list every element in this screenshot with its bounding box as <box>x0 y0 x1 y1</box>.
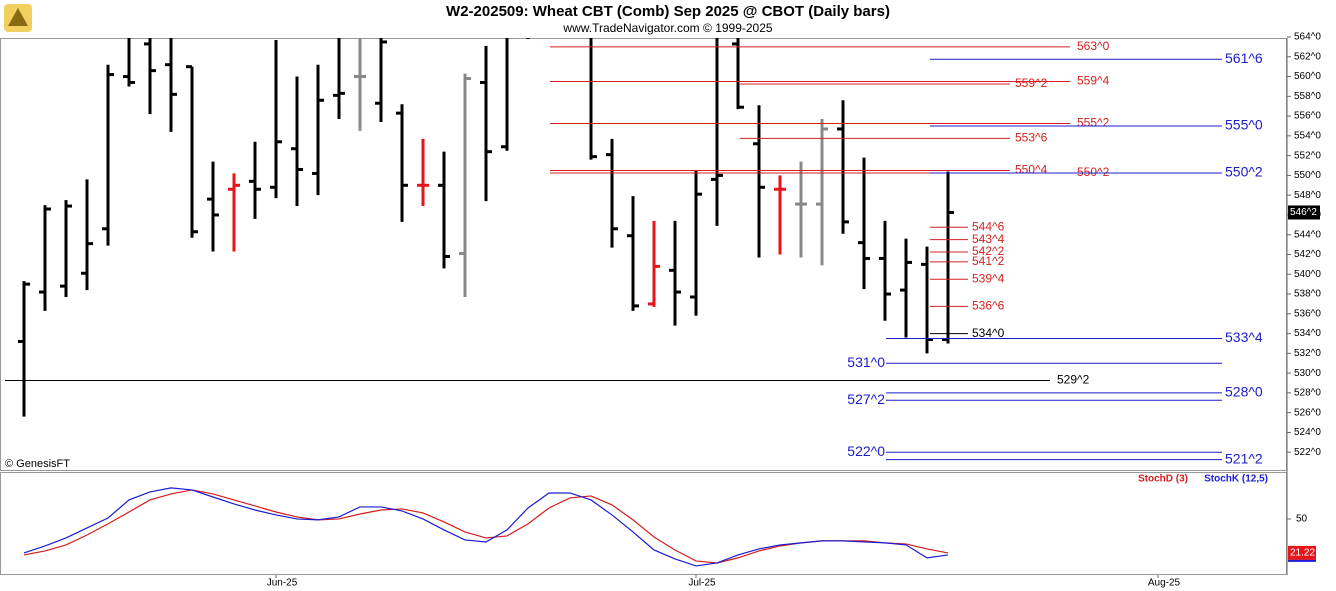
level-label: 550^2 <box>1225 164 1263 180</box>
level-label: 543^4 <box>972 232 1005 246</box>
level-label: 533^4 <box>1225 329 1263 345</box>
subtitle: www.TradeNavigator.com © 1999-2025 <box>562 21 772 35</box>
y-tick-label: 526^0 <box>1294 407 1321 418</box>
logo <box>4 4 32 32</box>
stoch-line <box>23 487 949 567</box>
y-tick-label: 548^0 <box>1294 190 1321 201</box>
y-tick-label: 538^0 <box>1294 289 1321 300</box>
y-tick-label: 560^0 <box>1294 71 1321 82</box>
price-plot <box>18 38 954 417</box>
level-label: 536^6 <box>972 299 1005 313</box>
level-label: 550^2 <box>1077 165 1110 179</box>
y-tick-label: 532^0 <box>1294 348 1321 359</box>
level-label: 528^0 <box>1225 384 1263 400</box>
x-tick-label: Aug-25 <box>1148 578 1181 589</box>
y-tick-label: 50 <box>1296 514 1308 525</box>
level-label: 541^2 <box>972 254 1005 268</box>
x-tick-label: Jul-25 <box>688 578 716 589</box>
y-tick-label: 522^0 <box>1294 447 1321 458</box>
y-tick-label: 530^0 <box>1294 368 1321 379</box>
last-value-box <box>1288 545 1316 560</box>
y-tick-label: 544^0 <box>1294 229 1321 240</box>
level-label: 561^6 <box>1225 50 1263 66</box>
level-label: 553^6 <box>1015 131 1048 145</box>
level-label: 521^2 <box>1225 450 1263 466</box>
level-label: 539^4 <box>972 271 1005 285</box>
level-label: 534^0 <box>972 326 1005 340</box>
y-tick-label: 562^0 <box>1294 51 1321 62</box>
level-label: 544^6 <box>972 219 1005 233</box>
last-price-box <box>1288 205 1320 220</box>
legend-label: StochK (12,5) <box>1204 474 1268 485</box>
level-label: 550^4 <box>1015 163 1048 177</box>
last-value-label: 21.22 <box>1290 548 1315 559</box>
y-tick-label: 552^0 <box>1294 150 1321 161</box>
y-tick-label: 558^0 <box>1294 91 1321 102</box>
y-tick-label: 542^0 <box>1294 249 1321 260</box>
level-label: 559^2 <box>1015 76 1048 90</box>
level-label: 527^2 <box>847 391 885 407</box>
y-tick-label: 540^0 <box>1294 269 1321 280</box>
x-tick-label: Jun-25 <box>267 578 298 589</box>
y-tick-label: 536^0 <box>1294 308 1321 319</box>
y-tick-label: 556^0 <box>1294 111 1321 122</box>
level-label: 522^0 <box>847 443 885 459</box>
y-tick-label: 534^0 <box>1294 328 1321 339</box>
y-tick-label: 524^0 <box>1294 427 1321 438</box>
credit: © GenesisFT <box>5 458 70 470</box>
level-label: 542^2 <box>972 244 1005 258</box>
level-label: 555^2 <box>1077 116 1110 130</box>
legend-label: StochD (3) <box>1138 474 1188 485</box>
level-label: 531^0 <box>847 354 885 370</box>
y-tick-label: 564^0 <box>1294 32 1321 43</box>
last-price-label: 546^2 <box>1290 207 1317 218</box>
level-label: 529^2 <box>1057 373 1090 387</box>
y-tick-label: 554^0 <box>1294 131 1321 142</box>
level-label: 563^0 <box>1077 39 1110 53</box>
y-tick-label: 528^0 <box>1294 388 1321 399</box>
chart-title: W2-202509: Wheat CBT (Comb) Sep 2025 @ C… <box>446 3 890 20</box>
level-label: 555^0 <box>1225 117 1263 133</box>
y-tick-label: 550^0 <box>1294 170 1321 181</box>
level-label: 559^4 <box>1077 74 1110 88</box>
